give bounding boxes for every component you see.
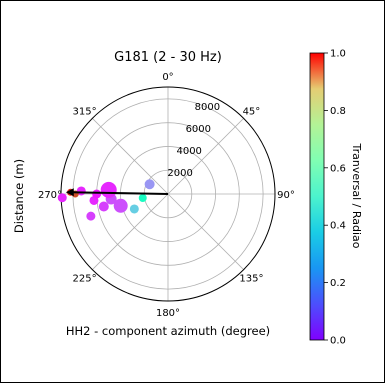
- angular-gridline: [167, 118, 244, 195]
- data-point: [113, 198, 128, 213]
- angle-tick-label: 315°: [73, 107, 97, 118]
- angle-tick-label: 135°: [239, 273, 263, 284]
- azimuth-arrow: [65, 188, 169, 197]
- angle-tick-labels: 0° 45° 90° 135° 180° 225° 270° 315°: [38, 72, 295, 319]
- x-axis-label: HH2 - component azimuth (degree): [66, 324, 270, 338]
- angle-tick-label: 225°: [73, 273, 97, 284]
- data-point: [129, 204, 139, 214]
- colorbar: [309, 52, 325, 341]
- angle-tick-label: 45°: [243, 107, 261, 118]
- radial-tick-label: 2000: [167, 168, 192, 179]
- data-point: [92, 189, 102, 199]
- arrow-shaft: [69, 191, 169, 195]
- colorbar-tick-label: 1.0: [330, 49, 346, 60]
- data-point: [138, 193, 147, 202]
- angular-gridline: [167, 193, 244, 270]
- colorbar-tick-label: 0.2: [330, 278, 346, 289]
- data-point: [100, 181, 117, 198]
- data-point: [86, 211, 96, 221]
- angle-tick-label: 0°: [162, 72, 173, 83]
- angle-tick-label: 270°: [38, 190, 62, 201]
- angle-tick-label: 90°: [277, 190, 295, 201]
- arrow-head: [65, 188, 74, 197]
- colorbar-tick-label: 0.6: [330, 163, 346, 174]
- data-point: [98, 201, 109, 212]
- y-axis-label: Distance (m): [12, 159, 26, 233]
- data-point: [144, 179, 155, 190]
- colorbar-ticks: 0.0 0.2 0.4 0.6 0.8 1.0: [324, 49, 346, 347]
- colorbar-label: Tranversal / Radiao: [350, 142, 363, 248]
- colorbar-tick-label: 0.4: [330, 221, 346, 232]
- angular-gridline: [92, 193, 169, 270]
- radial-tick-label: 6000: [186, 124, 211, 135]
- radial-tick-label: 8000: [195, 102, 220, 113]
- data-points: [57, 179, 155, 221]
- radial-tick-labels: 2000 4000 6000 8000: [167, 102, 220, 179]
- polar-grid: [60, 86, 276, 302]
- radial-tick-label: 4000: [176, 146, 201, 157]
- chart-title: G181 (2 - 30 Hz): [114, 50, 222, 65]
- colorbar-tick-label: 0.8: [330, 106, 346, 117]
- angle-tick-label: 180°: [156, 308, 180, 319]
- colorbar-tick-label: 0.0: [330, 336, 346, 347]
- data-point: [57, 193, 67, 203]
- angular-gridline: [92, 118, 169, 195]
